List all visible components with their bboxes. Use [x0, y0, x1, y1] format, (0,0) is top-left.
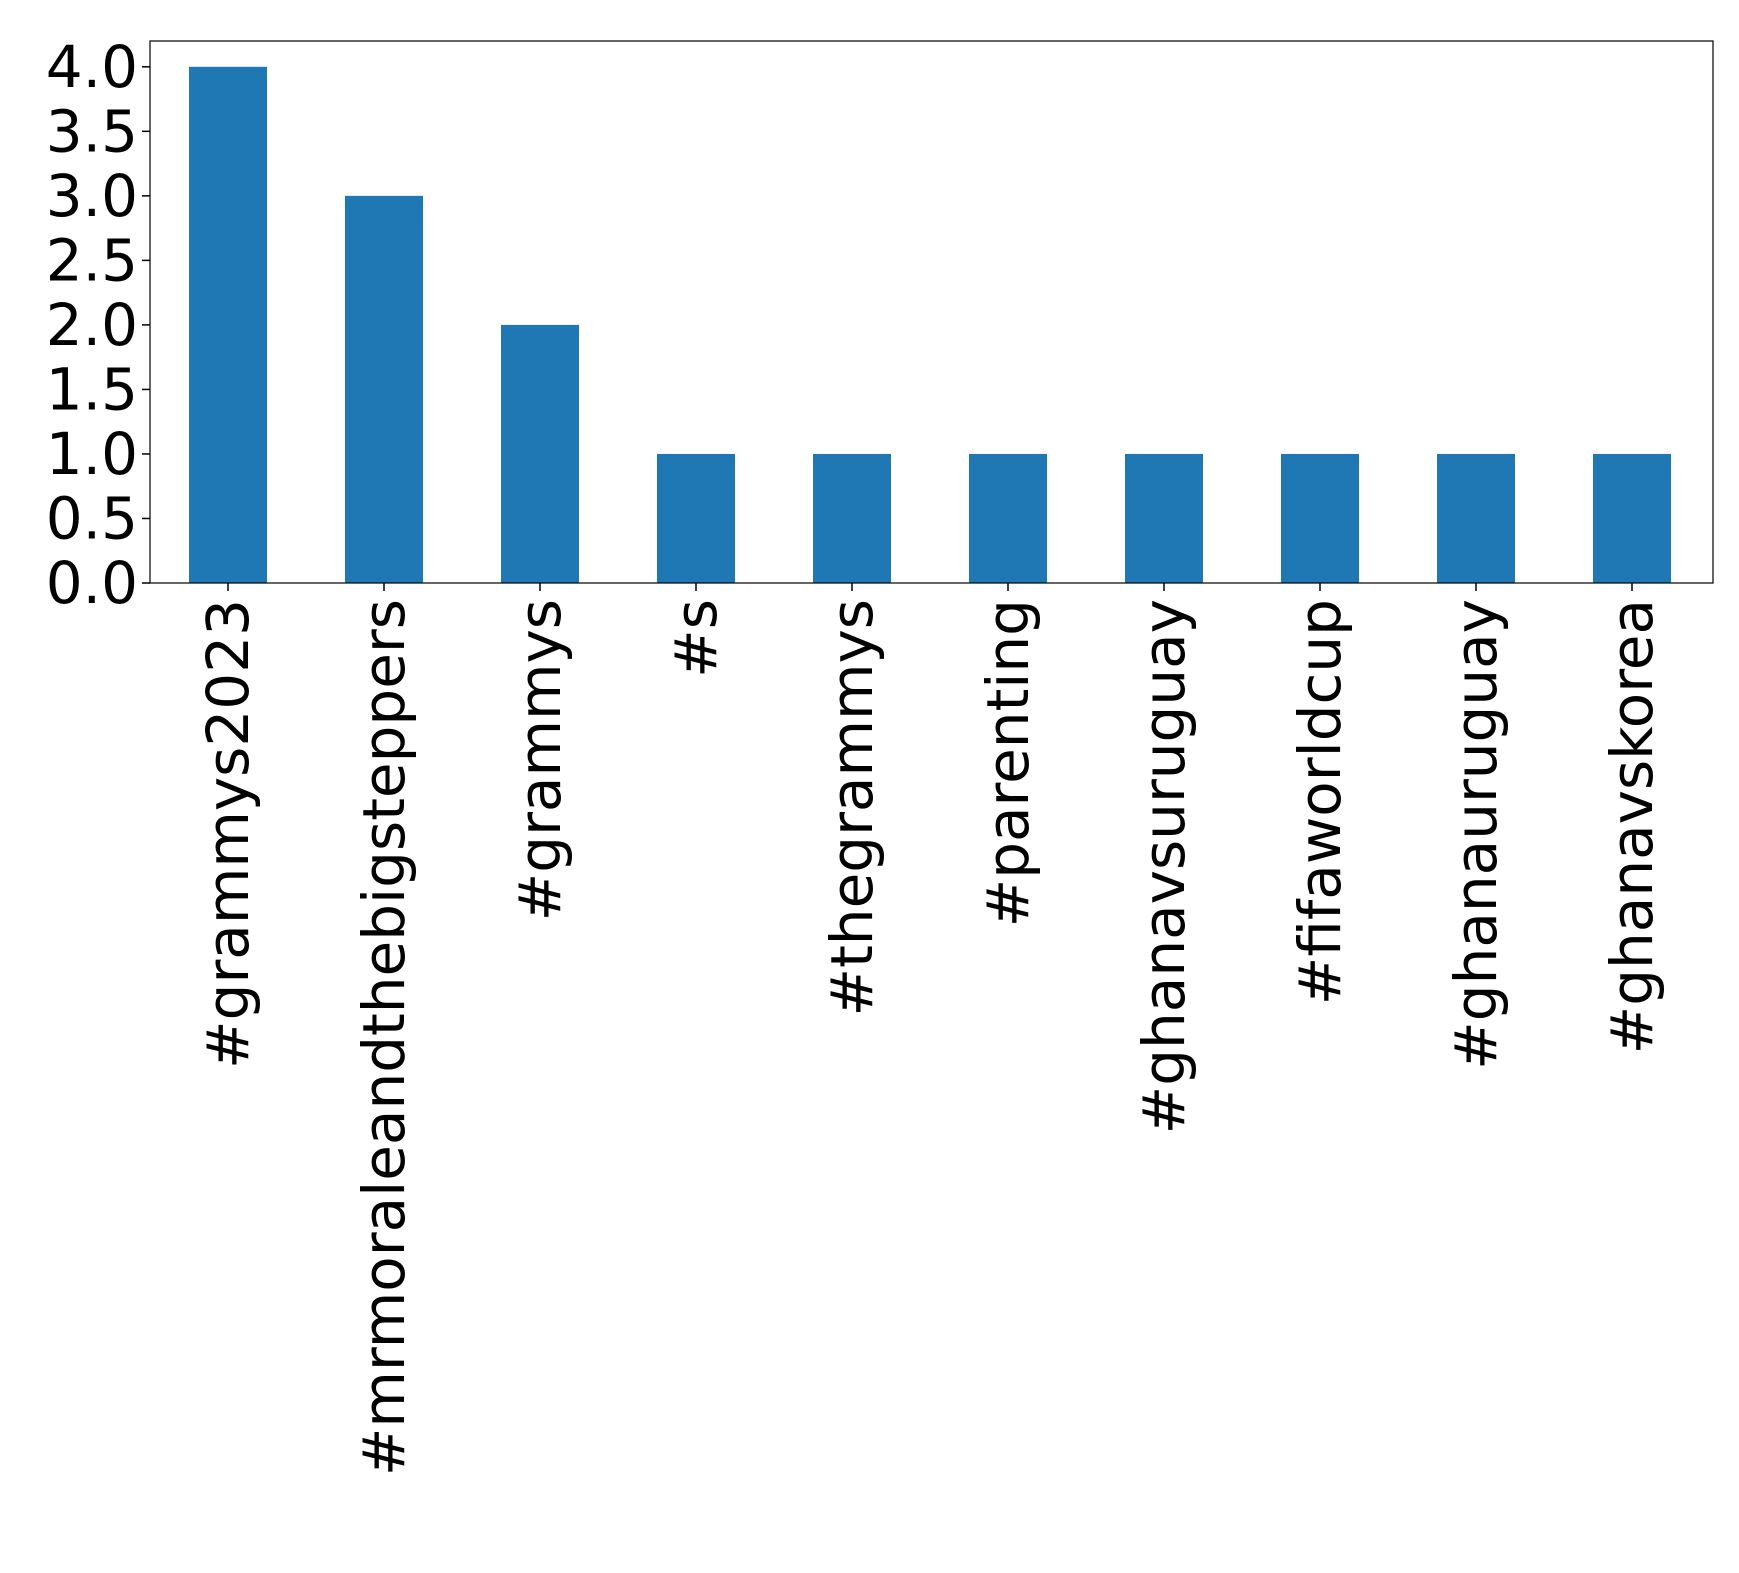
x-tick-label: #fifaworldcup [1286, 599, 1354, 1005]
y-tick-label: 1.0 [46, 420, 138, 488]
y-axis-ticks: 0.00.51.01.52.02.53.03.54.0 [46, 33, 150, 617]
x-tick-label: #ghanauruguay [1442, 599, 1510, 1070]
bar [345, 195, 423, 583]
x-tick-label: #ghanavsuruguay [1130, 599, 1198, 1134]
bar [969, 453, 1047, 583]
bars-group [189, 66, 1671, 584]
bar [1593, 453, 1671, 583]
x-tick-label: #parenting [974, 599, 1042, 927]
x-tick-label: #grammys2023 [194, 599, 262, 1069]
bar [1437, 453, 1515, 583]
y-tick-label: 4.0 [46, 33, 138, 101]
y-tick-label: 2.5 [46, 226, 138, 294]
x-tick-label: #ghanavskorea [1598, 599, 1666, 1054]
y-tick-label: 3.0 [46, 162, 138, 230]
x-tick-label: #thegrammys [818, 599, 886, 1017]
x-axis-ticks: #grammys2023 #mrmoraleandthebigsteppers #g… [194, 583, 1666, 1476]
bar [1125, 453, 1203, 583]
y-tick-label: 1.5 [46, 355, 138, 423]
x-tick-label: #s [662, 599, 730, 678]
bar [657, 453, 735, 583]
bar [189, 66, 267, 584]
y-tick-label: 0.0 [46, 549, 138, 617]
x-tick-label: #grammys [506, 599, 574, 921]
y-tick-label: 3.5 [46, 97, 138, 165]
bar [813, 453, 891, 583]
y-tick-label: 2.0 [46, 291, 138, 359]
y-tick-label: 0.5 [46, 484, 138, 552]
bar [1281, 453, 1359, 583]
plot-frame [149, 40, 1714, 584]
x-tick-label: #mrmoraleandthebigsteppers [350, 599, 418, 1476]
bar [501, 324, 579, 583]
